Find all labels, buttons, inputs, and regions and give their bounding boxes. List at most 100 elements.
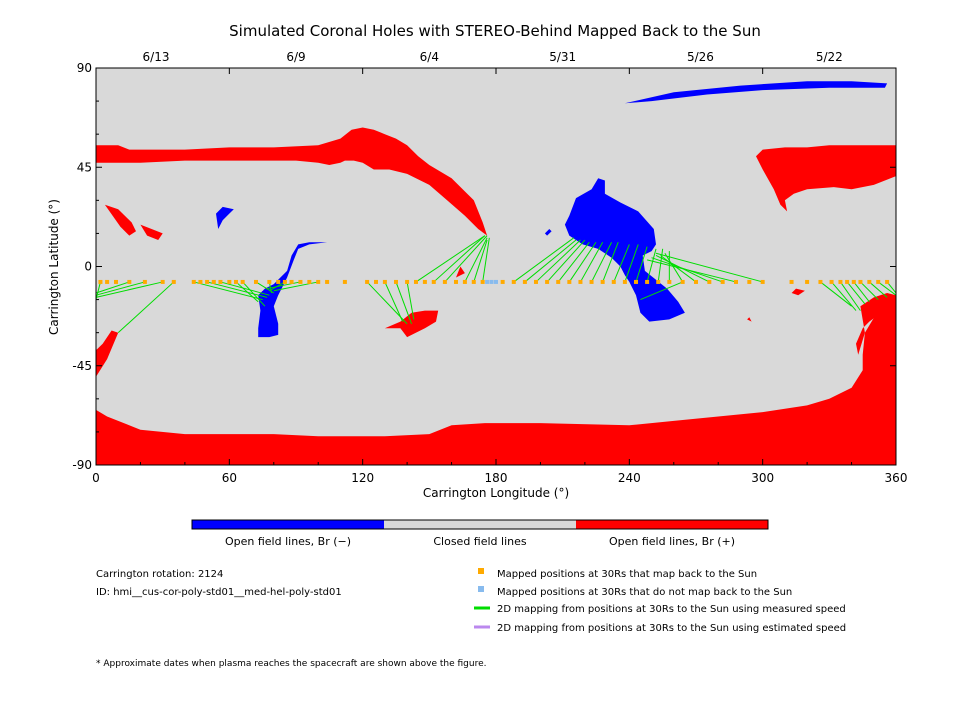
colorbar-negative (192, 520, 384, 529)
mapped-point (545, 279, 550, 284)
open-negative-region-small-blob-57 (216, 206, 234, 229)
legend-estimated-label: 2D mapping from positions at 30Rs to the… (497, 623, 846, 634)
mapping-line-measured (635, 246, 648, 283)
mapped-point (885, 279, 890, 284)
mapped-point (511, 279, 516, 284)
mapping-line-measured (206, 281, 268, 298)
x-tick-label: 300 (751, 471, 774, 485)
mapped-point (734, 279, 738, 284)
legend: Mapped positions at 30Rs that map back t… (474, 568, 846, 634)
open-positive-region-small-30 (140, 224, 163, 240)
mapped-point (634, 279, 638, 284)
mapping-lines-measured (95, 235, 897, 334)
mapped-point (171, 279, 176, 284)
mapped-point (720, 279, 725, 284)
colorbar: Open field lines, Br (−) Closed field li… (191, 519, 769, 548)
date-tick-label: 5/31 (549, 50, 576, 64)
open-positive-regions (96, 127, 896, 465)
mapped-point (289, 279, 294, 284)
y-axis-label: Carrington Latitude (°) (47, 199, 61, 335)
mapping-line-measured (117, 281, 175, 334)
mapping-line-measured (613, 244, 630, 283)
date-tick-label: 6/9 (286, 50, 305, 64)
open-negative-region-hole-77 (258, 242, 328, 338)
mapping-line-measured (877, 281, 897, 296)
open-negative-region-tiny-203 (544, 229, 552, 236)
mapped-point (589, 279, 594, 284)
mapped-point (600, 279, 605, 284)
colorbar-closed (384, 520, 576, 529)
mapped-point (611, 279, 616, 284)
mapped-point (98, 279, 103, 284)
mapped-point (267, 279, 272, 284)
mapping-line-measured (524, 239, 577, 283)
open-negative-region-north-polar-arc (624, 81, 888, 104)
mapping-line-measured (853, 281, 870, 303)
colorbar-label-positive: Open field lines, Br (+) (609, 535, 735, 548)
page-title: Simulated Coronal Holes with STEREO-Behi… (229, 22, 761, 40)
date-tick-label: 6/13 (143, 50, 170, 64)
mapped-point (829, 279, 834, 284)
y-tick-label: -45 (72, 359, 92, 373)
mapped-point (760, 279, 765, 284)
open-positive-region-small-25 (104, 204, 136, 236)
mapped-point (405, 279, 410, 284)
mapping-line-measured (384, 281, 404, 322)
open-positive-region-south-west-tongue (96, 330, 119, 377)
legend-unmapped-label: Mapped positions at 30Rs that do not map… (497, 587, 792, 598)
mapped-point (534, 279, 538, 284)
mapping-line-measured (235, 281, 259, 303)
mapping-line-measured (869, 281, 888, 298)
mapping-line-measured (95, 281, 163, 298)
mapped-point (325, 279, 330, 284)
mapped-point (442, 279, 447, 284)
mapping-line-measured (193, 281, 263, 301)
colorbar-positive (576, 520, 768, 529)
mapped-point (471, 279, 476, 284)
open-positive-region-ring-350 (856, 293, 896, 355)
mapped-point (818, 279, 823, 284)
y-tick-label: 0 (84, 260, 92, 274)
mapped-point (414, 279, 418, 284)
mapped-point (307, 279, 312, 284)
mapping-line-measured (482, 237, 490, 283)
open-positive-region-north-east-cap (756, 145, 896, 212)
mapped-point (500, 279, 505, 284)
mapped-point (454, 279, 458, 284)
mapping-line-measured (267, 281, 301, 290)
mapping-line-measured (406, 281, 415, 320)
map-plot-area (95, 67, 897, 466)
colorbar-label-closed: Closed field lines (433, 535, 527, 548)
mapped-point (198, 279, 203, 284)
mapped-point (422, 279, 427, 284)
y-tick-label: 90 (77, 61, 92, 75)
x-tick-label: 120 (351, 471, 374, 485)
mapped-point (282, 279, 287, 284)
mapped-point (858, 279, 863, 284)
legend-mapped-label: Mapped positions at 30Rs that map back t… (497, 569, 757, 580)
mapped-point (276, 279, 281, 284)
carrington-rotation: Carrington rotation: 2124 (96, 569, 223, 580)
open-positive-region-south-arc-140 (384, 310, 439, 338)
mapped-point (622, 279, 627, 284)
mapping-line-measured (640, 281, 683, 301)
unmapped-points (485, 279, 498, 284)
mapped-point (522, 279, 527, 284)
unmapped-point (494, 279, 498, 284)
mapping-line-measured (95, 281, 146, 296)
mapped-points (98, 279, 890, 284)
mapped-point (851, 279, 856, 284)
mapping-line-measured (395, 281, 413, 325)
x-tick-label: 0 (92, 471, 100, 485)
mapped-point (205, 279, 210, 284)
open-positive-region-south-polar-cap (96, 306, 896, 465)
mapping-line-measured (95, 281, 130, 294)
mapping-line-measured (433, 235, 486, 283)
top-date-axis: 6/13 6/9 6/4 5/31 5/26 5/22 (143, 50, 843, 73)
unmapped-point (485, 279, 490, 284)
legend-measured-label: 2D mapping from positions at 30Rs to the… (497, 604, 846, 615)
mapping-line-measured (220, 281, 270, 296)
mapped-point (114, 279, 118, 284)
open-positive-region-northern-arc (96, 127, 488, 236)
